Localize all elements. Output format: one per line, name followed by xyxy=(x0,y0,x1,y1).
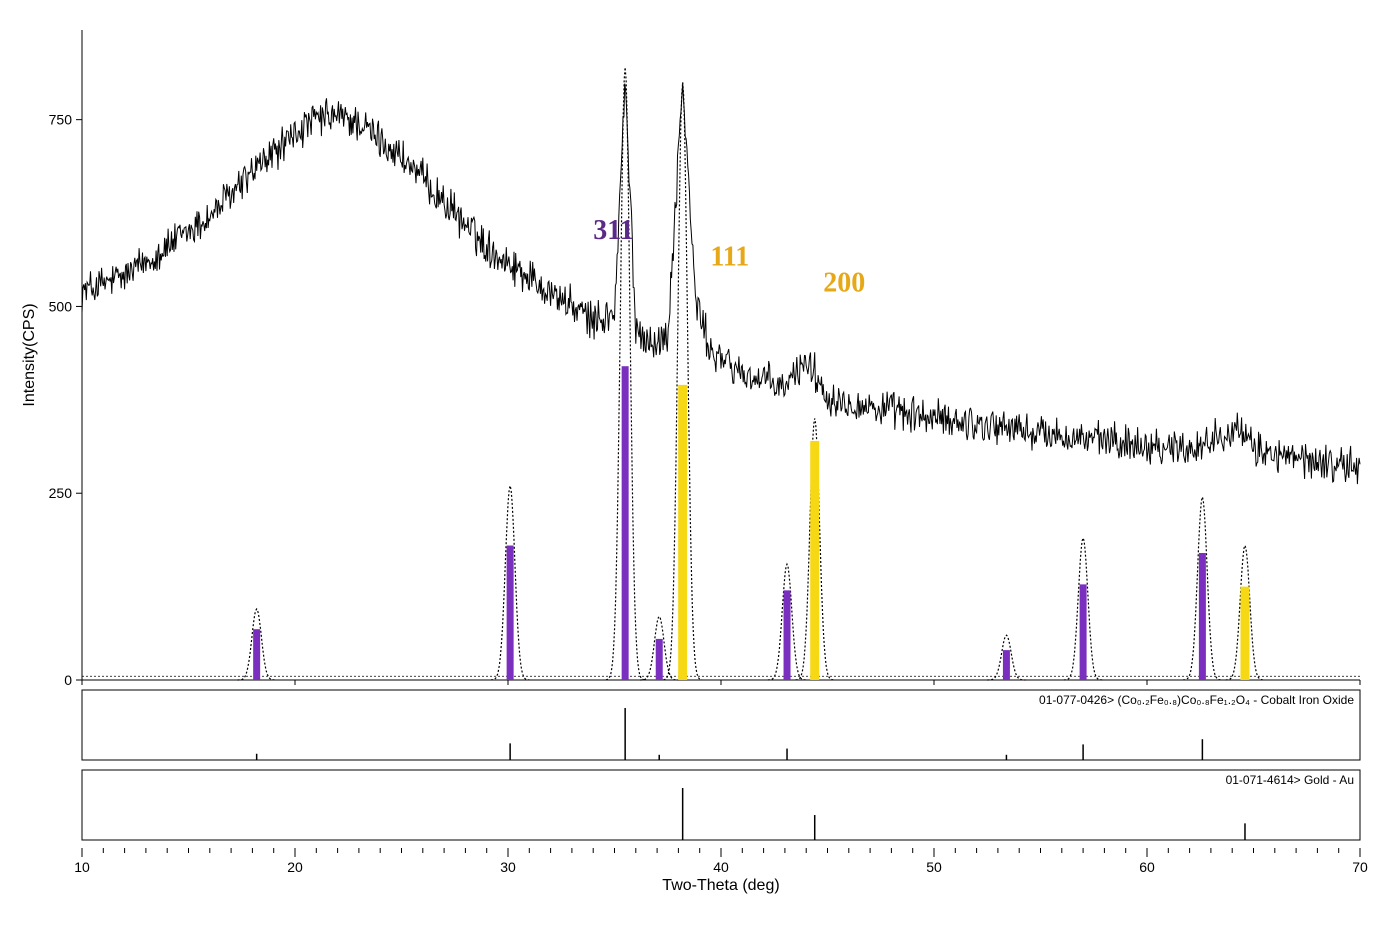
x-tick-label: 50 xyxy=(926,859,942,875)
phase-bar-cobalt-iron-oxide xyxy=(507,546,514,680)
phase-bar-gold xyxy=(678,385,687,680)
peak-miller-index-label: 111 xyxy=(710,241,749,272)
peak-miller-index-label: 311 xyxy=(593,215,633,246)
x-tick-label: 30 xyxy=(500,859,516,875)
x-tick-label: 60 xyxy=(1139,859,1155,875)
x-tick-label: 10 xyxy=(74,859,90,875)
ref-panel-label-cobalt-iron-oxide-panel: 01-077-0426> (Co₀.₂Fe₀.₈)Co₀.₈Fe₁.₂O₄ - … xyxy=(1039,693,1354,707)
phase-bar-cobalt-iron-oxide xyxy=(656,639,663,680)
phase-bar-cobalt-iron-oxide xyxy=(1080,584,1087,680)
x-tick-label: 20 xyxy=(287,859,303,875)
xrd-chart-container: 0 250 500 750 Intensity(CPS) 311 111 200 01-077-… xyxy=(0,0,1385,928)
y-tick-label: 500 xyxy=(49,298,73,314)
xrd-plot-svg: 0 250 500 750 Intensity(CPS) 311 111 200 01-077-… xyxy=(0,0,1385,928)
peak-miller-index-label: 200 xyxy=(823,267,865,298)
phase-bar-gold xyxy=(1240,587,1249,680)
phase-bar-cobalt-iron-oxide xyxy=(1199,553,1206,680)
xrd-spectrum-trace xyxy=(82,83,1360,484)
y-tick-label: 0 xyxy=(64,672,72,688)
phase-bar-cobalt-iron-oxide xyxy=(784,590,791,680)
phase-bar-cobalt-iron-oxide xyxy=(253,629,260,680)
y-tick-label: 750 xyxy=(49,112,73,128)
phase-bar-cobalt-iron-oxide xyxy=(622,366,629,680)
phase-bar-cobalt-iron-oxide xyxy=(1003,650,1010,680)
phase-bar-gold xyxy=(810,441,819,680)
x-tick-label: 70 xyxy=(1352,859,1368,875)
y-axis-label: Intensity(CPS) xyxy=(21,303,38,406)
y-tick-label: 250 xyxy=(49,485,73,501)
x-tick-label: 40 xyxy=(713,859,729,875)
ref-panel-label-gold-panel: 01-071-4614> Gold - Au xyxy=(1226,773,1354,787)
x-axis-label: Two-Theta (deg) xyxy=(662,877,779,894)
ref-panel-box-gold-panel xyxy=(82,770,1360,840)
